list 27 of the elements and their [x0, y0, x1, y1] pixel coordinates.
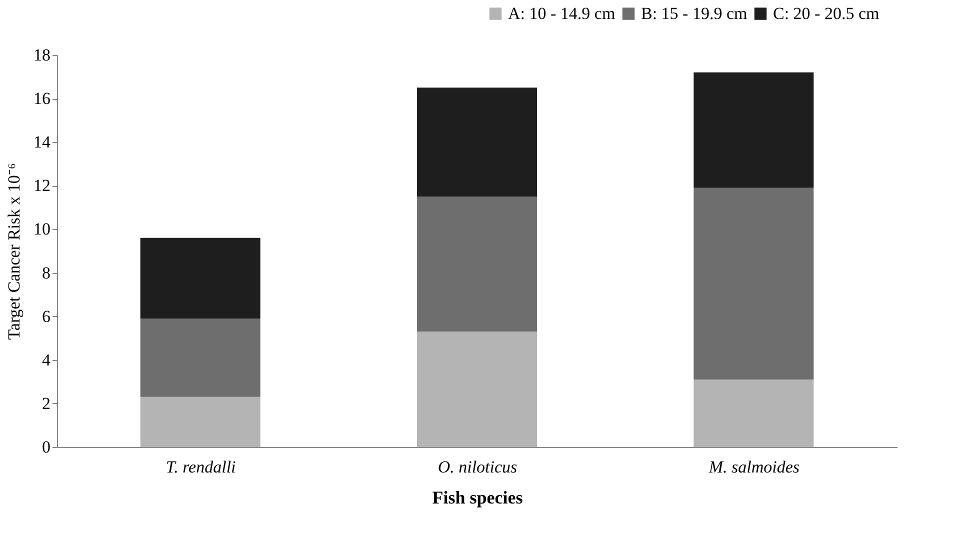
y-tick-label: 4: [42, 350, 51, 370]
bar: [140, 238, 260, 319]
y-tick-label: 16: [34, 89, 50, 108]
bar: [417, 196, 537, 332]
bar: [694, 379, 814, 447]
bar: [417, 332, 537, 447]
y-tick-label: 10: [34, 220, 50, 239]
y-tick-label: 12: [34, 176, 50, 196]
bar: [140, 396, 260, 447]
legend-label: B: 15 - 19.9 cm: [641, 4, 748, 23]
bar: [694, 188, 814, 380]
y-tick-label: 6: [42, 306, 50, 326]
bar: [694, 72, 814, 188]
x-tick-label: M. salmoides: [708, 458, 800, 476]
y-tick-label: 18: [34, 46, 50, 64]
y-axis-title: Target Cancer Risk x 10⁻⁶: [4, 163, 24, 340]
y-tick-label: 14: [34, 132, 51, 152]
x-axis-title: Fish species: [432, 488, 523, 508]
y-tick-label: 0: [42, 438, 50, 456]
y-tick-label: 2: [42, 394, 50, 413]
y-tick-label: 8: [42, 263, 50, 282]
bar: [140, 318, 260, 397]
legend-label: C: 20 - 20.5 cm: [773, 4, 880, 23]
x-tick-label: O. niloticus: [438, 458, 518, 476]
x-tick-label: T. rendalli: [166, 458, 236, 476]
legend-label: A: 10 - 14.9 cm: [508, 4, 616, 23]
bar: [417, 88, 537, 197]
